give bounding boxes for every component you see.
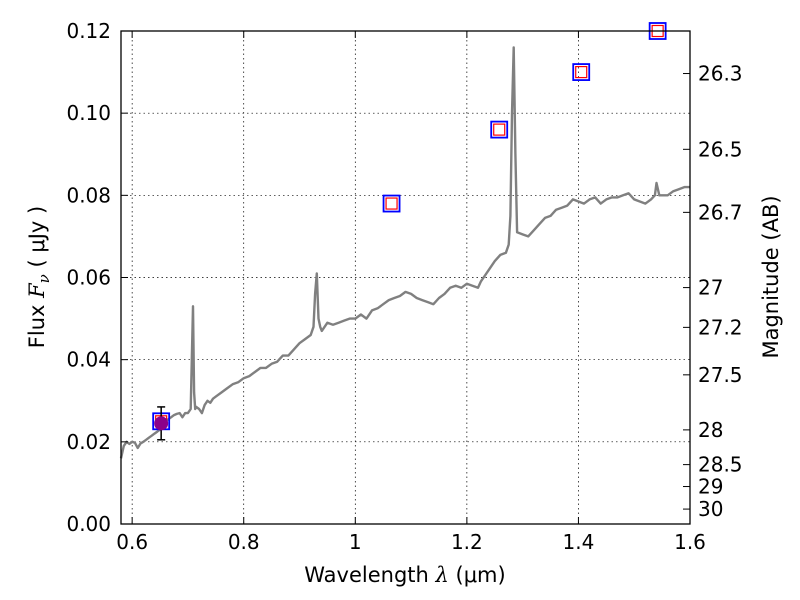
axis-ticks: 0.6 0.8 1 1.2 1.4 1.6 0.00 0.02 0.04 0.06 0.08 0.10…: [66, 19, 742, 554]
y2-axis-label: Magnitude (AB): [759, 195, 783, 358]
mag-tick-label: 27: [698, 276, 723, 300]
mag-tick-label: 29: [698, 475, 723, 499]
x-tick-label: 1.4: [563, 530, 595, 554]
observed-point: [154, 416, 169, 431]
x-tick-label: 1.6: [674, 530, 706, 554]
mag-tick-label: 26.7: [698, 200, 743, 224]
y-tick-label: 0.04: [66, 348, 111, 372]
mag-tick-label: 28.5: [698, 453, 743, 477]
mag-tick-label: 27.5: [698, 363, 743, 387]
x-axis-label-symbol: λ: [435, 563, 449, 587]
y-axis-label-subscript: ν: [35, 274, 53, 283]
mag-tick-label: 26.5: [698, 137, 743, 161]
y-tick-label: 0.12: [66, 19, 111, 43]
mag-tick-label: 27.2: [698, 315, 743, 339]
y-axis-label: Flux Fν ( μJy ): [25, 206, 53, 348]
x-tick-label: 1.2: [451, 530, 483, 554]
model-point-outer: [572, 63, 591, 81]
x-axis-label: Wavelength λ (μm): [304, 563, 505, 587]
x-tick-label: 1: [349, 530, 362, 554]
y-tick-label: 0.06: [66, 266, 111, 290]
model-point-outer: [490, 120, 509, 139]
y-tick-label: 0.02: [66, 430, 111, 454]
mag-tick-label: 26.3: [698, 62, 743, 86]
x-tick-label: 0.8: [228, 530, 260, 554]
y-tick-label: 0.10: [66, 101, 111, 125]
data-layer: [119, 22, 690, 459]
y-axis-label-symbol: F: [25, 282, 49, 299]
mag-tick-label: 30: [698, 497, 723, 521]
model-point-outer: [382, 194, 401, 213]
grid: [121, 31, 690, 524]
mag-tick-label: 28: [698, 418, 723, 442]
model-point-inner: [385, 197, 398, 210]
model-point-inner: [493, 123, 506, 136]
model-point-inner: [575, 65, 588, 79]
y-tick-label: 0.00: [66, 512, 111, 536]
y-tick-label: 0.08: [66, 183, 111, 207]
x-tick-label: 0.6: [116, 530, 148, 554]
spectrum-line: [119, 46, 690, 459]
